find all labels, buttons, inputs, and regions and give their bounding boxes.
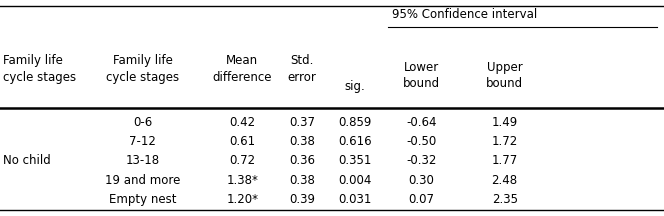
Text: Lower
bound: Lower bound [403,61,440,90]
Text: 1.72: 1.72 [491,135,518,148]
Text: Family life
cycle stages: Family life cycle stages [106,54,179,84]
Text: 2.35: 2.35 [491,193,518,206]
Text: 1.49: 1.49 [491,116,518,129]
Text: 0.38: 0.38 [290,135,315,148]
Text: 0.39: 0.39 [289,193,315,206]
Text: 7-12: 7-12 [129,135,156,148]
Text: 0.07: 0.07 [408,193,435,206]
Text: 2.48: 2.48 [491,174,518,187]
Text: No child: No child [3,154,51,167]
Text: Family life
cycle stages: Family life cycle stages [3,54,76,84]
Text: Std.
error: Std. error [288,54,317,84]
Text: -0.64: -0.64 [406,116,437,129]
Text: 0.031: 0.031 [339,193,372,206]
Text: 1.20*: 1.20* [226,193,258,206]
Text: -0.50: -0.50 [406,135,437,148]
Text: 1.77: 1.77 [491,154,518,167]
Text: 0.30: 0.30 [409,174,434,187]
Text: 0.616: 0.616 [339,135,372,148]
Text: 0.37: 0.37 [289,116,315,129]
Text: 0.61: 0.61 [229,135,256,148]
Text: 1.38*: 1.38* [226,174,258,187]
Text: 13-18: 13-18 [125,154,160,167]
Text: 0.004: 0.004 [339,174,372,187]
Text: 0.38: 0.38 [290,174,315,187]
Text: 0.36: 0.36 [289,154,315,167]
Text: -0.32: -0.32 [406,154,437,167]
Text: Mean
difference: Mean difference [212,54,272,84]
Text: sig.: sig. [345,80,366,93]
Text: 0-6: 0-6 [133,116,152,129]
Text: Upper
bound: Upper bound [486,61,523,90]
Text: 0.859: 0.859 [339,116,372,129]
Text: 0.351: 0.351 [339,154,372,167]
Text: 95% Confidence interval: 95% Confidence interval [392,8,537,21]
Text: Empty nest: Empty nest [109,193,177,206]
Text: 0.42: 0.42 [229,116,256,129]
Text: 19 and more: 19 and more [105,174,181,187]
Text: 0.72: 0.72 [229,154,256,167]
